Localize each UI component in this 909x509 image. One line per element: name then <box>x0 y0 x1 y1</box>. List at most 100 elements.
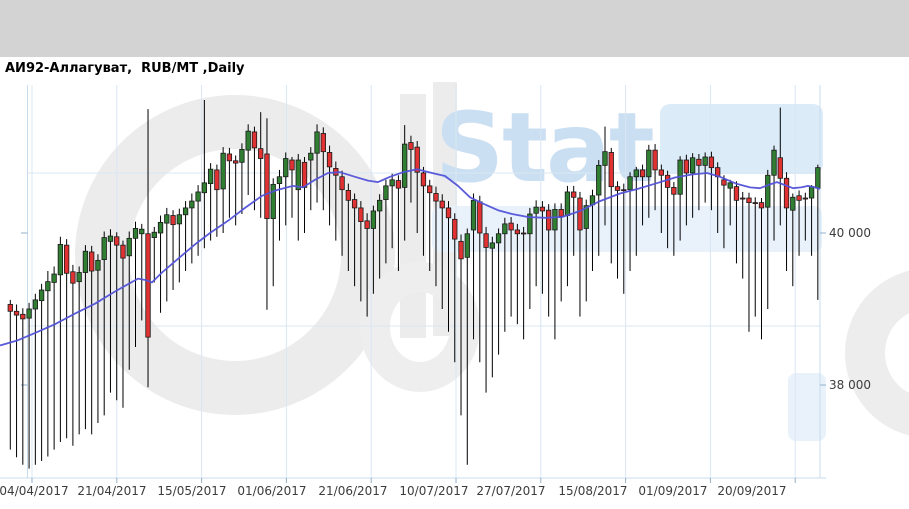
x-axis-label: 21/04/2017 <box>77 484 146 498</box>
candle-body <box>470 199 477 231</box>
candle-body <box>533 206 539 214</box>
candle-body <box>132 228 139 239</box>
candle-body <box>652 149 658 171</box>
candle-body <box>796 195 802 201</box>
candle-body <box>689 157 696 174</box>
x-axis-label: 04/04/2017 <box>0 484 69 498</box>
candle-body <box>808 186 815 199</box>
candle-body <box>7 304 13 312</box>
candle-body <box>295 159 301 191</box>
candle-body <box>264 153 270 219</box>
candle-body <box>477 201 483 234</box>
candle-body <box>164 214 170 224</box>
candle-body <box>126 237 132 257</box>
candle-body <box>427 185 433 194</box>
candle-body <box>195 191 201 202</box>
candle-body <box>721 179 727 186</box>
candle-body <box>201 182 208 194</box>
candle-body <box>76 272 82 283</box>
watermark-blue-band <box>432 206 822 252</box>
candle-body <box>351 199 358 209</box>
candle-body <box>577 197 583 231</box>
candle-body <box>301 161 308 188</box>
candle-body <box>145 233 151 338</box>
candle-body <box>270 183 276 219</box>
candle-body <box>633 169 639 178</box>
candle-body <box>220 152 226 190</box>
candle-body <box>139 228 145 235</box>
candle-body <box>314 131 320 154</box>
candle-body <box>89 251 95 272</box>
candle-body <box>439 200 445 209</box>
candle-body <box>389 179 395 187</box>
candle-body <box>20 313 26 320</box>
candle-body <box>345 190 351 201</box>
candle-body <box>70 271 76 284</box>
candle-body <box>283 158 289 178</box>
candle-body <box>639 169 646 178</box>
candle-body <box>82 250 89 273</box>
x-axis-label: 21/06/2017 <box>318 484 387 498</box>
candle-body <box>233 160 239 164</box>
candle-body <box>289 159 295 171</box>
candle-body <box>790 196 796 211</box>
x-axis-label: 15/05/2017 <box>157 484 226 498</box>
y-axis-label: 40 000 <box>829 226 871 240</box>
candlestick-plot[interactable]: 40 000 38 000 04/04/2017 21/04/2017 15/05/20… <box>0 82 909 509</box>
candle-body <box>733 186 740 201</box>
candle-body <box>627 176 633 191</box>
candle-body <box>564 191 571 216</box>
candle-body <box>226 153 233 162</box>
candle-body <box>683 159 690 174</box>
candle-body <box>176 214 182 225</box>
candle-body <box>602 151 608 166</box>
candle-body <box>157 221 164 234</box>
window-chrome-bar <box>0 0 909 57</box>
candle-body <box>38 289 45 302</box>
candle-body <box>358 207 364 222</box>
candle-body <box>101 237 107 260</box>
candle-body <box>502 223 508 235</box>
candle-body <box>740 197 746 200</box>
candle-body <box>802 197 808 200</box>
candle-body <box>552 209 558 231</box>
candle-body <box>815 167 821 189</box>
candle-body <box>182 207 189 216</box>
candle-body <box>114 236 120 246</box>
candle-body <box>170 215 176 226</box>
candle-body <box>207 168 214 185</box>
watermark-stat-text: Stat <box>435 92 655 204</box>
candle-body <box>214 169 220 191</box>
candle-body <box>671 187 677 195</box>
candle-body <box>32 299 38 310</box>
candle-body <box>458 240 464 260</box>
candle-body <box>364 220 370 229</box>
candle-body <box>621 189 627 192</box>
candle-body <box>45 281 51 292</box>
candle-body <box>239 149 245 163</box>
candle-body <box>752 202 758 204</box>
candle-body <box>420 172 427 187</box>
candle-body <box>702 156 708 166</box>
candle-body <box>258 148 264 159</box>
chart-title: АИ92-Аллагуват, RUB/MT ,Daily <box>5 61 245 76</box>
candle-body <box>464 233 470 258</box>
candle-body <box>696 158 702 166</box>
candle-body <box>758 202 765 209</box>
moving-average-line <box>0 168 821 347</box>
candle-body <box>771 149 777 176</box>
candle-body <box>489 242 495 249</box>
candle-body <box>383 185 389 200</box>
candle-body <box>746 197 752 204</box>
candle-body <box>63 244 70 274</box>
candle-body <box>251 131 258 149</box>
candle-body <box>646 149 652 178</box>
candle-body <box>151 231 157 238</box>
candle-body <box>777 157 783 179</box>
candle-body <box>339 176 345 191</box>
candle-body <box>402 143 408 188</box>
candle-body <box>445 207 452 219</box>
candle-body <box>433 193 439 202</box>
candle-body <box>495 233 502 244</box>
candle-body <box>614 186 621 191</box>
